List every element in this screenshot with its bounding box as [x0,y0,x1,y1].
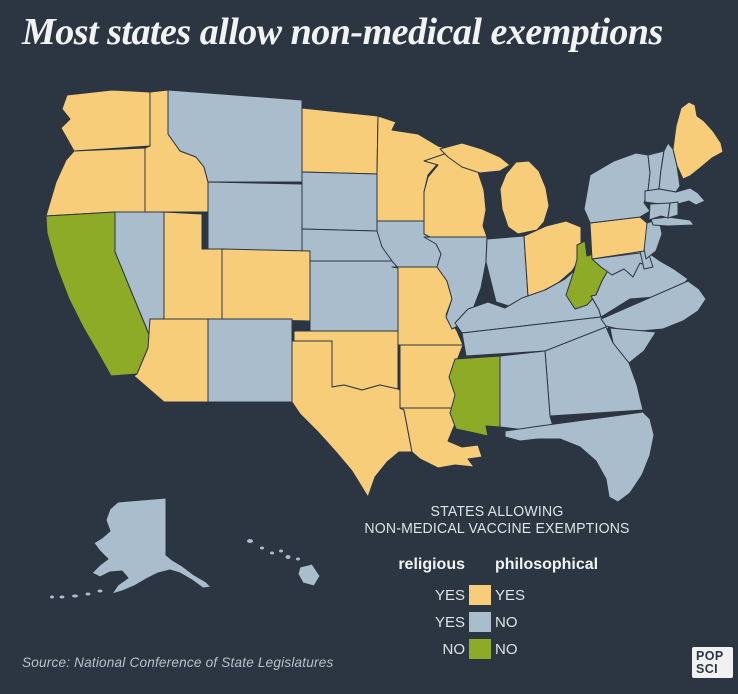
legend-row1-philosophical: YES [495,586,526,604]
state-sd [301,171,378,232]
state-nh [658,142,681,193]
state-me [672,101,724,180]
legend-heading-line2: NON-MEDICAL VACCINE EXEMPTIONS [364,521,630,537]
legend-swatch-yes-yes [469,585,491,605]
state-wy [207,181,303,252]
state-shapes [45,89,724,600]
state-ct [648,202,671,221]
page-title: Most states allow non-medical exemptions [22,11,663,53]
state-la [399,407,483,469]
legend-row2-religious: YES [434,613,465,631]
state-or [45,147,146,217]
legend-row2-philosophical: NO [495,613,518,631]
legend-row3-religious: NO [442,640,466,658]
state-ga [544,326,644,417]
state-ri [667,201,679,219]
state-ca [45,211,151,377]
legend-swatch-yes-no [469,612,491,632]
legend-row1-religious: YES [434,586,465,604]
state-nm [207,318,293,403]
legend-header-philosophical: philosophical [495,556,599,573]
state-sc [609,327,657,364]
state-hi [246,538,321,587]
popsci-logo: POP SCI [692,647,733,678]
popsci-logo-line2: SCI [696,661,719,676]
map-legend: religious philosophical YES YES YES NO N… [352,556,605,659]
state-fl [504,411,655,503]
popsci-logo-line1: POP [696,649,724,663]
legend-row3-philosophical: NO [495,640,518,658]
source-note: Source: National Conference of State Leg… [22,654,334,670]
state-co [221,248,311,322]
legend-swatch-no-no [469,639,491,659]
state-wa [60,89,151,152]
legend-header-religious: religious [398,556,465,573]
state-mi [439,142,550,235]
state-ks [309,260,399,332]
state-il [423,236,488,330]
state-al [499,350,555,434]
legend-heading: STATES ALLOWING NON-MEDICAL VACCINE EXEM… [335,504,659,538]
state-ms [448,355,501,437]
state-in [485,235,529,308]
state-nd [301,107,379,175]
legend-heading-line1: STATES ALLOWING [430,504,564,520]
state-ak [49,497,212,600]
